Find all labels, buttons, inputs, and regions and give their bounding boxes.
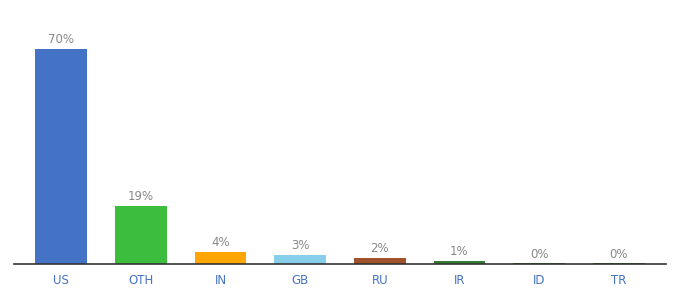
Text: 0%: 0% [609,248,628,261]
Bar [274,255,326,264]
Text: 0%: 0% [530,248,548,261]
Bar [35,49,87,264]
Text: 19%: 19% [128,190,154,203]
Bar [513,263,565,264]
Text: 4%: 4% [211,236,230,249]
Bar [115,206,167,264]
Text: 70%: 70% [48,33,74,46]
Bar [354,258,406,264]
Text: 1%: 1% [450,245,469,259]
Text: 3%: 3% [291,239,309,252]
Bar [434,261,486,264]
Bar [194,252,246,264]
Bar [593,263,645,264]
Text: 2%: 2% [371,242,389,255]
